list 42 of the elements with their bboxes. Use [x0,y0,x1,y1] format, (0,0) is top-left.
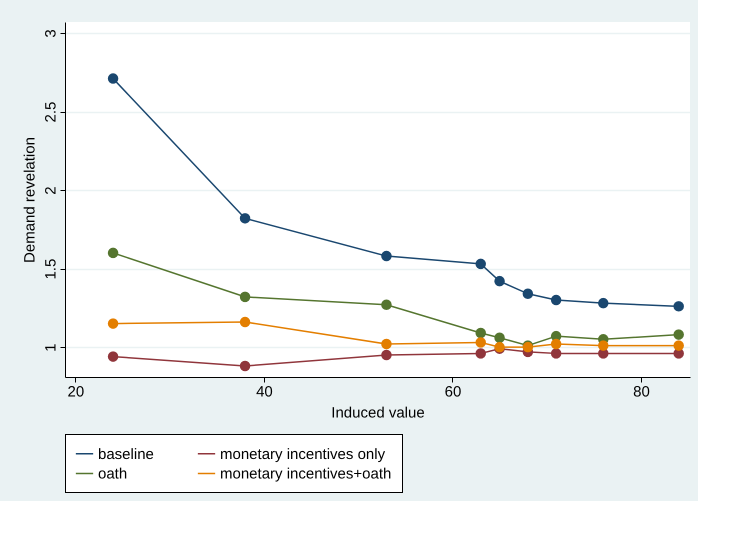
point [240,360,250,372]
point [108,318,118,329]
x-tick-label: 80 [633,384,650,400]
point [108,73,118,84]
point [673,329,684,340]
y-tick-label: 1 [42,343,60,352]
point [522,288,534,299]
y-tick-label: 2 [42,186,60,195]
point [494,332,505,343]
legend-label: monetary incentives+oath [220,466,392,482]
y-tick-label: 1.5 [42,258,60,280]
legend-label: baseline [98,446,154,463]
legend-label: monetary incentives only [220,446,386,463]
point [108,248,118,258]
point [475,328,486,338]
point [108,351,118,362]
point [475,348,486,359]
x-tick-label: 40 [256,384,273,400]
legend-label: oath [98,466,128,482]
point [550,294,562,306]
y-tick-label: 2.5 [42,102,60,122]
point [381,338,392,350]
point [550,338,562,350]
y-tick-label: 3 [42,29,60,38]
point [240,213,250,224]
y-axis-title: Demand revelation [22,137,38,263]
point [550,348,562,359]
point [475,337,486,348]
point [598,298,609,308]
x-tick-label: 20 [68,384,84,400]
point [475,258,486,270]
point [381,250,392,262]
point [240,316,250,328]
x-tick-label: 60 [444,384,462,400]
point [598,340,609,351]
point [673,340,684,351]
point [494,276,505,286]
point [381,300,392,310]
x-axis-title: Induced value [331,404,425,422]
point [673,301,684,312]
point [381,350,392,360]
point [240,292,250,302]
